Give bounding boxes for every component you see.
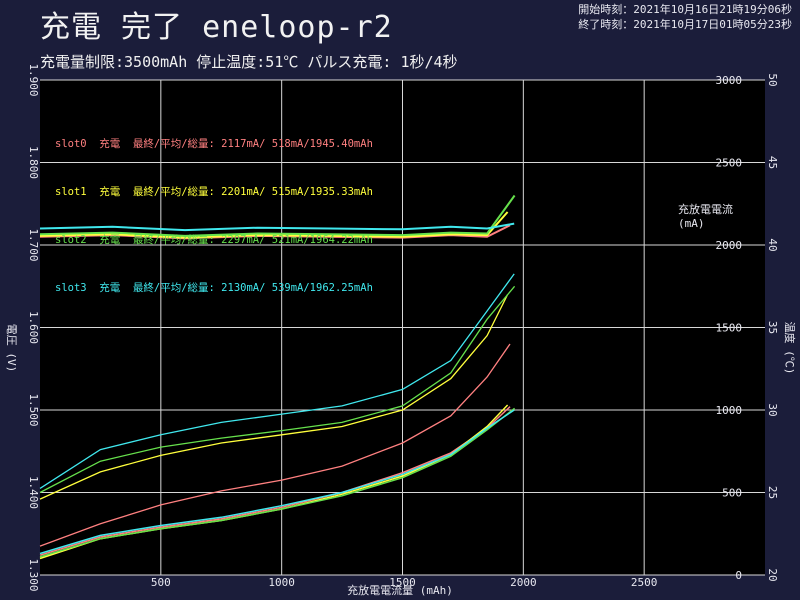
temperature-tick-label: 20	[766, 568, 779, 581]
current-tick-label: 0	[735, 569, 742, 582]
voltage-tick-label: 1.800	[27, 146, 40, 179]
legend-slot2: slot2 充電 最終/平均/総量: 2297mA/ 521mA/1964.22…	[55, 234, 373, 246]
current-tick-label: 2500	[716, 157, 743, 170]
series-layer	[39, 194, 516, 560]
page-title: 充電 完了 eneloop-r2	[40, 10, 393, 45]
current-tick-label: 1000	[716, 404, 743, 417]
slot3-temperature-line	[39, 409, 515, 555]
voltage-tick-label: 1.600	[27, 311, 40, 344]
voltage-tick-label: 1.900	[27, 63, 40, 96]
voltage-axis-label: 電圧 (V)	[5, 324, 18, 373]
voltage-tick-label: 1.700	[27, 228, 40, 261]
start-time: 開始時刻：2021年10月16日21時19分06秒	[578, 3, 792, 16]
slot0-voltage-line	[39, 343, 511, 547]
voltage-tick-label: 1.400	[27, 476, 40, 509]
charge-settings: 充電量制限:3500mAh 停止温度:51℃ パルス充電: 1秒/4秒	[40, 53, 458, 71]
tick-labels: 500 1000 1500 2000 25001.3001.4001.5001.6001…	[27, 63, 779, 591]
temperature-axis-label: 温度 (℃)	[783, 322, 797, 375]
temperature-tick-label: 50	[766, 73, 779, 86]
slot2-voltage-line	[39, 285, 516, 494]
x-axis-label: 充放電電流量 (mAh)	[347, 583, 453, 597]
grid-lines	[40, 79, 765, 576]
temperature-tick-label: 45	[766, 156, 779, 169]
legend: slot0 充電 最終/平均/総量: 2117mA/ 518mA/1945.40…	[55, 104, 373, 312]
temperature-tick-label: 25	[766, 486, 779, 499]
time-info: 開始時刻：2021年10月16日21時19分06秒 終了時刻：2021年10月1…	[578, 2, 792, 32]
slot2-temperature-line	[39, 407, 516, 558]
legend-slot1: slot1 充電 最終/平均/総量: 2201mA/ 515mA/1935.33…	[55, 186, 373, 198]
current-axis-label: 充放電電流(mA)	[678, 202, 733, 230]
voltage-tick-label: 1.300	[27, 558, 40, 591]
end-time: 終了時刻：2021年10月17日01時05分23秒	[578, 18, 792, 31]
current-tick-label: 2000	[716, 239, 743, 252]
slot3-current-line	[39, 222, 515, 232]
x-tick-label: 2500	[631, 576, 658, 589]
slot3-voltage-line	[39, 273, 515, 489]
slot2-current-line	[39, 194, 516, 237]
x-tick-label: 500	[151, 576, 171, 589]
current-tick-label: 1500	[716, 322, 743, 335]
voltage-tick-label: 1.500	[27, 393, 40, 426]
x-tick-label: 1000	[268, 576, 295, 589]
slot1-current-line	[39, 211, 509, 239]
legend-slot0: slot0 充電 最終/平均/総量: 2117mA/ 518mA/1945.40…	[55, 138, 373, 150]
slot1-voltage-line	[39, 294, 509, 500]
x-tick-label: 2000	[510, 576, 537, 589]
temperature-tick-label: 35	[766, 321, 779, 334]
current-tick-label: 500	[722, 487, 742, 500]
temperature-tick-label: 30	[766, 403, 779, 416]
current-tick-label: 3000	[716, 74, 743, 87]
temperature-tick-label: 40	[766, 238, 779, 251]
x-tick-label: 1500	[389, 576, 416, 589]
legend-slot3: slot3 充電 最終/平均/総量: 2130mA/ 539mA/1962.25…	[55, 282, 373, 294]
